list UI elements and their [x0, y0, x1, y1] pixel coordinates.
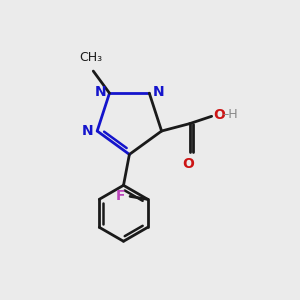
Text: O: O [213, 108, 225, 122]
Text: N: N [153, 85, 164, 99]
Text: N: N [94, 85, 106, 99]
Text: F: F [116, 189, 126, 203]
Text: CH₃: CH₃ [79, 51, 102, 64]
Text: O: O [182, 157, 194, 171]
Text: –H: –H [223, 108, 239, 121]
Text: N: N [82, 124, 94, 138]
